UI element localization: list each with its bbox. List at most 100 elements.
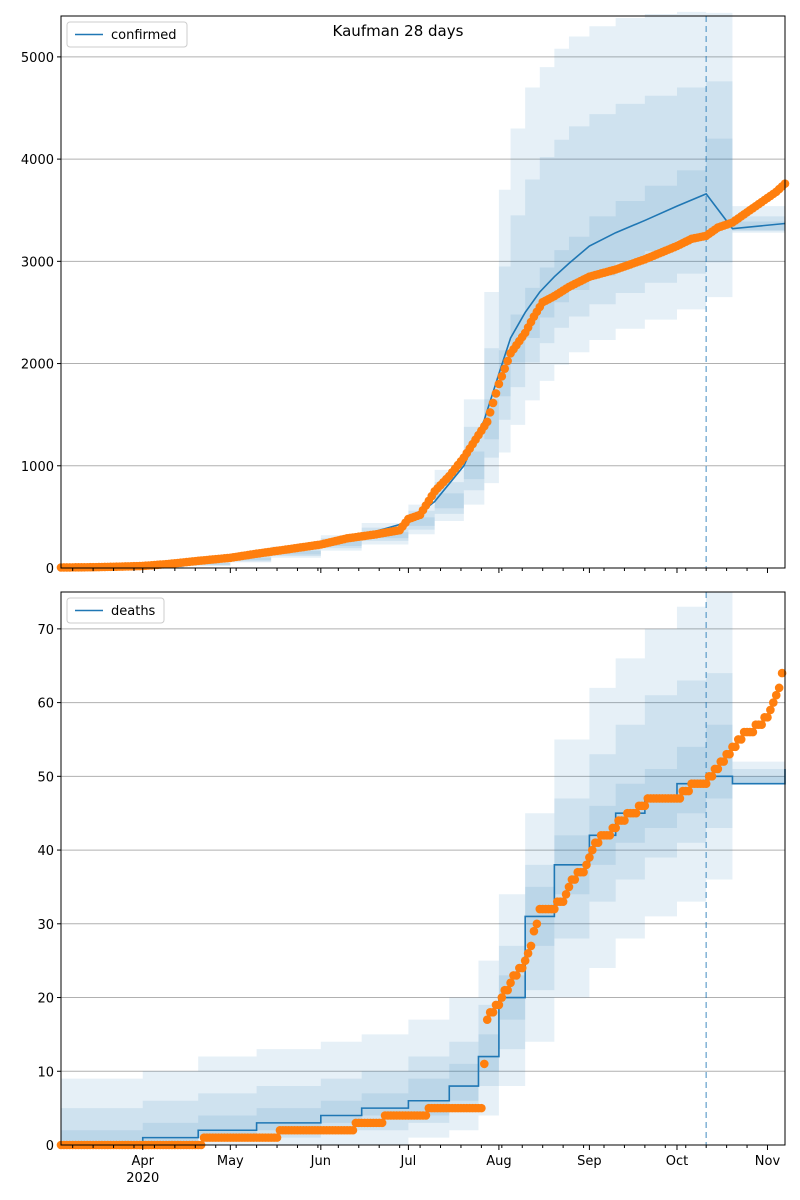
observed-point bbox=[719, 757, 728, 766]
axes-frame bbox=[60, 591, 786, 1146]
uncertainty-band bbox=[61, 673, 785, 1145]
observed-point bbox=[485, 408, 495, 417]
observed-point bbox=[523, 948, 533, 958]
y-tick-label: 5000 bbox=[21, 51, 54, 66]
deaths-chart-panel: 0 10 20 30 40 50 60 70 Apr May Jun Jul Aug Sep Oct Nov 2… bbox=[37, 591, 787, 1186]
x-tick-label: May bbox=[217, 1154, 244, 1169]
y-tick-label: 10 bbox=[37, 1065, 54, 1080]
observed-point bbox=[561, 890, 571, 899]
observed-point bbox=[517, 963, 527, 973]
x-tick-label: Nov bbox=[755, 1154, 781, 1169]
uncertainty-band bbox=[61, 592, 785, 1145]
observed-point bbox=[477, 1103, 486, 1113]
observed-point bbox=[526, 941, 536, 951]
observed-point bbox=[684, 786, 693, 796]
observed-point bbox=[550, 904, 559, 914]
observed-point bbox=[488, 1007, 498, 1017]
observed-point bbox=[520, 956, 530, 965]
observed-point bbox=[377, 1118, 387, 1128]
observed-point bbox=[497, 372, 507, 381]
observed-point bbox=[272, 1133, 282, 1142]
observed-point bbox=[769, 698, 778, 707]
observed-point bbox=[421, 1111, 431, 1120]
observed-point bbox=[725, 749, 734, 759]
observed-point bbox=[585, 853, 594, 862]
y-tick-label: 20 bbox=[37, 992, 54, 1007]
y-tick-label: 40 bbox=[37, 844, 54, 859]
confirmed-chart-panel: 0 1000 2000 3000 4000 5000 confirmed bbox=[21, 11, 790, 577]
observed-point bbox=[512, 971, 521, 980]
y-tick-label: 0 bbox=[46, 562, 54, 577]
observed-point bbox=[482, 417, 492, 427]
observed-point bbox=[605, 831, 615, 840]
observed-point bbox=[480, 1059, 489, 1069]
observed-point bbox=[564, 882, 574, 892]
observed-point bbox=[771, 690, 781, 700]
y-tick-label: 4000 bbox=[21, 153, 54, 168]
observed-point bbox=[748, 727, 758, 737]
observed-point bbox=[593, 838, 603, 847]
observed-point bbox=[611, 823, 620, 833]
x-tick-label: Apr bbox=[131, 1154, 154, 1169]
observed-point bbox=[631, 808, 641, 818]
y-tick-label: 1000 bbox=[21, 460, 54, 475]
observed-point bbox=[506, 978, 515, 988]
uncertainty-band bbox=[61, 138, 785, 568]
x-tick-label: Aug bbox=[486, 1154, 511, 1169]
axes-frame bbox=[60, 15, 786, 569]
legend: deaths bbox=[66, 597, 165, 624]
observed-point bbox=[494, 379, 504, 389]
y-tick-label: 70 bbox=[37, 623, 54, 638]
y-tick-label: 30 bbox=[37, 918, 54, 933]
observed-point bbox=[707, 772, 717, 781]
uncertainty-band bbox=[61, 11, 785, 568]
observed-point bbox=[491, 389, 501, 398]
observed-point bbox=[482, 1015, 492, 1024]
observed-point bbox=[529, 926, 539, 936]
observed-point bbox=[503, 356, 512, 366]
y-tick-label: 3000 bbox=[21, 255, 54, 270]
observed-point bbox=[348, 1125, 358, 1135]
x-tick-label: Jun bbox=[310, 1154, 331, 1169]
legend: confirmed bbox=[66, 21, 188, 48]
observed-point bbox=[570, 875, 580, 884]
observed-point bbox=[620, 816, 629, 825]
uncertainty-band bbox=[61, 724, 785, 1145]
observed-point bbox=[488, 398, 498, 408]
observed-point bbox=[503, 985, 512, 995]
observed-point bbox=[558, 897, 568, 906]
observed-point bbox=[588, 845, 597, 855]
legend-box bbox=[66, 21, 188, 48]
y-tick-label: 60 bbox=[37, 697, 54, 712]
legend-box bbox=[66, 597, 165, 624]
observed-point bbox=[579, 867, 588, 877]
observed-point bbox=[500, 364, 510, 373]
y-tick-label: 50 bbox=[37, 770, 54, 785]
legend-label: confirmed bbox=[111, 28, 177, 43]
observed-point bbox=[766, 705, 775, 715]
observed-point bbox=[497, 993, 507, 1002]
figure-title: Kaufman 28 days bbox=[333, 22, 464, 40]
observed-point bbox=[582, 860, 591, 870]
observed-point bbox=[774, 683, 784, 693]
observed-point bbox=[731, 742, 740, 752]
observed-point bbox=[640, 801, 650, 811]
observed-point bbox=[494, 1000, 504, 1010]
observed-point bbox=[675, 794, 685, 803]
observed-point bbox=[532, 919, 542, 929]
observed-point bbox=[713, 764, 723, 774]
observed-point bbox=[763, 713, 772, 722]
observed-point bbox=[701, 779, 711, 789]
observed-point bbox=[757, 720, 766, 730]
x-tick-label: Jul bbox=[400, 1154, 417, 1169]
y-tick-label: 2000 bbox=[21, 358, 54, 373]
x-year-label: 2020 bbox=[126, 1171, 159, 1186]
y-tick-label: 0 bbox=[46, 1139, 54, 1154]
legend-label: deaths bbox=[111, 604, 156, 619]
uncertainty-band bbox=[61, 81, 785, 568]
x-tick-label: Oct bbox=[666, 1154, 688, 1169]
x-tick-label: Sep bbox=[577, 1154, 602, 1169]
observed-point bbox=[777, 668, 787, 678]
observed-point bbox=[736, 735, 746, 744]
